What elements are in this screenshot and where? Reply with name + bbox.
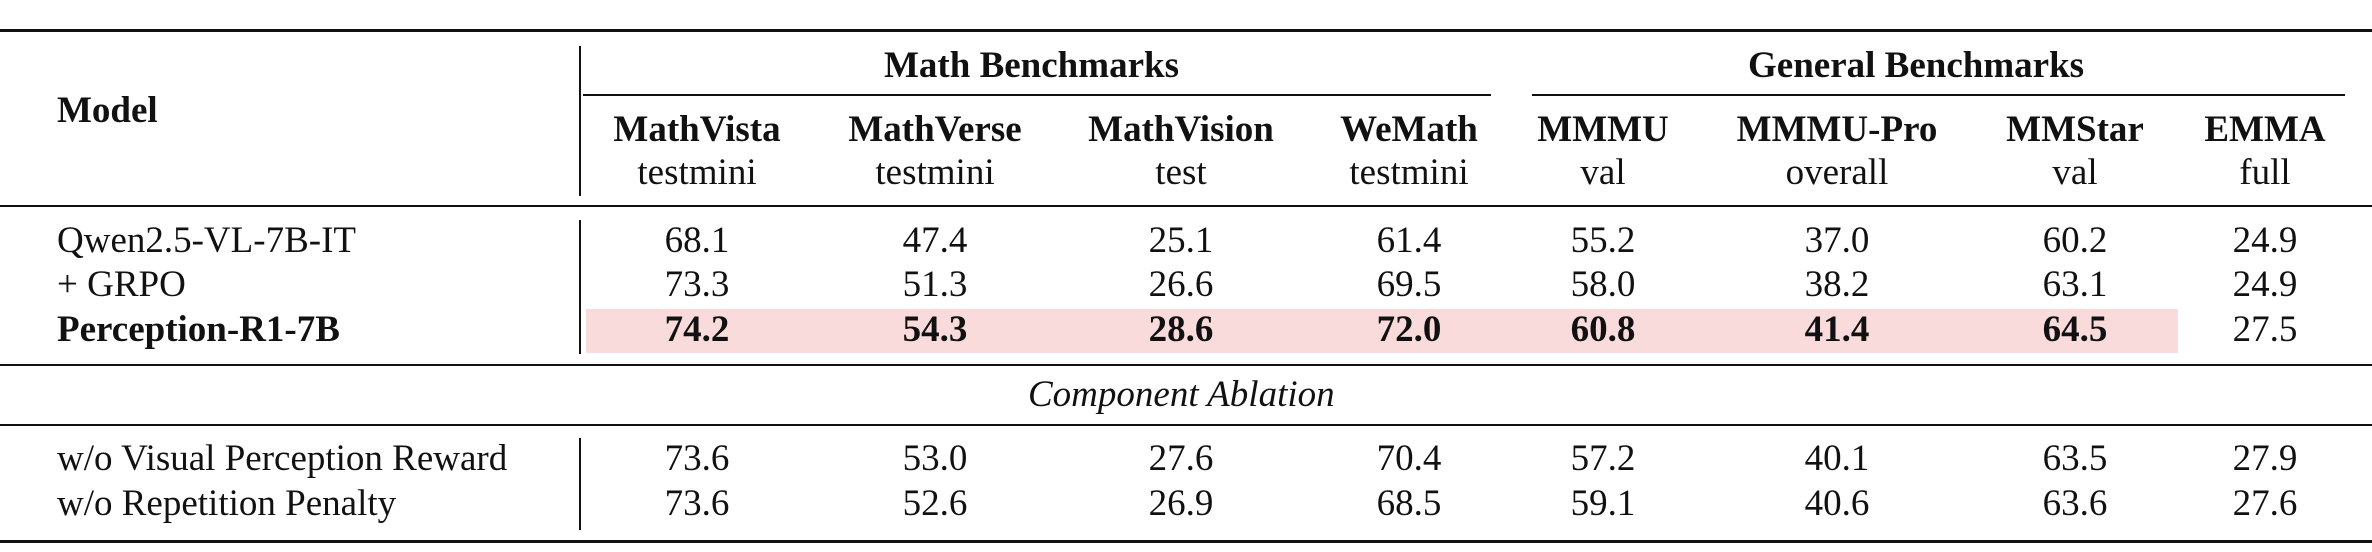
table-cell: 57.2	[1570, 438, 1636, 479]
table-row-model: w/o Repetition Penalty	[57, 483, 397, 524]
table-cell: 74.2	[664, 309, 730, 350]
col-split: val	[2052, 152, 2098, 193]
top-rule	[0, 29, 2372, 32]
table-cell: 72.0	[1376, 309, 1442, 350]
model-header: Model	[57, 90, 158, 131]
col-split: overall	[1785, 152, 1889, 193]
main-vline	[579, 220, 581, 354]
col-split: val	[1580, 152, 1626, 193]
table-row-model: w/o Visual Perception Reward	[57, 438, 508, 479]
table-cell: 24.9	[2232, 220, 2298, 261]
table-row-model: Qwen2.5-VL-7B-IT	[57, 220, 356, 261]
table-cell: 28.6	[1148, 309, 1214, 350]
table-cell: 27.6	[2232, 483, 2298, 524]
table-cell: 55.2	[1570, 220, 1636, 261]
table-cell: 26.6	[1148, 264, 1214, 305]
header-vline	[579, 46, 581, 196]
table-cell: 70.4	[1376, 438, 1442, 479]
table-cell: 61.4	[1376, 220, 1442, 261]
col-name: MMMU	[1537, 109, 1669, 150]
col-name: WeMath	[1340, 109, 1478, 150]
table-cell: 54.3	[902, 309, 968, 350]
table-cell: 63.6	[2042, 483, 2108, 524]
table-cell: 58.0	[1570, 264, 1636, 305]
ablation-vline	[579, 438, 581, 530]
table-cell: 24.9	[2232, 264, 2298, 305]
table-cell: 27.9	[2232, 438, 2298, 479]
table-cell: 68.5	[1376, 483, 1442, 524]
table-cell: 38.2	[1804, 264, 1870, 305]
table-row-model: Perception-R1-7B	[57, 309, 340, 350]
general-group-rule	[1532, 94, 2345, 96]
table-cell: 73.3	[664, 264, 730, 305]
table-cell: 73.6	[664, 438, 730, 479]
table-cell: 64.5	[2042, 309, 2108, 350]
table-cell: 60.8	[1570, 309, 1636, 350]
col-split: testmini	[1349, 152, 1469, 193]
bottom-rule	[0, 540, 2372, 543]
table-cell: 27.5	[2232, 309, 2298, 350]
math-group-rule	[583, 94, 1491, 96]
col-name: MathVision	[1088, 109, 1274, 150]
table-cell: 63.1	[2042, 264, 2108, 305]
table-row-model: + GRPO	[57, 264, 186, 305]
table-cell: 63.5	[2042, 438, 2108, 479]
table-cell: 25.1	[1148, 220, 1214, 261]
col-name: EMMA	[2204, 109, 2326, 150]
table-cell: 73.6	[664, 483, 730, 524]
table-cell: 60.2	[2042, 220, 2108, 261]
table-cell: 37.0	[1804, 220, 1870, 261]
table-cell: 51.3	[902, 264, 968, 305]
table-cell: 26.9	[1148, 483, 1214, 524]
col-name: MathVerse	[848, 109, 1022, 150]
table-cell: 27.6	[1148, 438, 1214, 479]
group-math: Math Benchmarks	[884, 45, 1179, 86]
col-split: full	[2239, 152, 2291, 193]
row-highlight	[586, 309, 2178, 353]
table-cell: 69.5	[1376, 264, 1442, 305]
table-cell: 41.4	[1804, 309, 1870, 350]
section-label: Component Ablation	[1028, 374, 1335, 415]
col-split: test	[1155, 152, 1207, 193]
col-split: testmini	[637, 152, 757, 193]
table-cell: 52.6	[902, 483, 968, 524]
table-cell: 47.4	[902, 220, 968, 261]
col-name: MMMU-Pro	[1736, 109, 1938, 150]
col-split: testmini	[875, 152, 995, 193]
table-cell: 40.6	[1804, 483, 1870, 524]
section-top-rule	[0, 364, 2372, 366]
section-bottom-rule	[0, 424, 2372, 426]
table-cell: 59.1	[1570, 483, 1636, 524]
header-rule	[0, 205, 2372, 207]
table-cell: 53.0	[902, 438, 968, 479]
col-name: MMStar	[2006, 109, 2144, 150]
table-cell: 68.1	[664, 220, 730, 261]
group-general: General Benchmarks	[1748, 45, 2085, 86]
col-name: MathVista	[613, 109, 781, 150]
table-cell: 40.1	[1804, 438, 1870, 479]
